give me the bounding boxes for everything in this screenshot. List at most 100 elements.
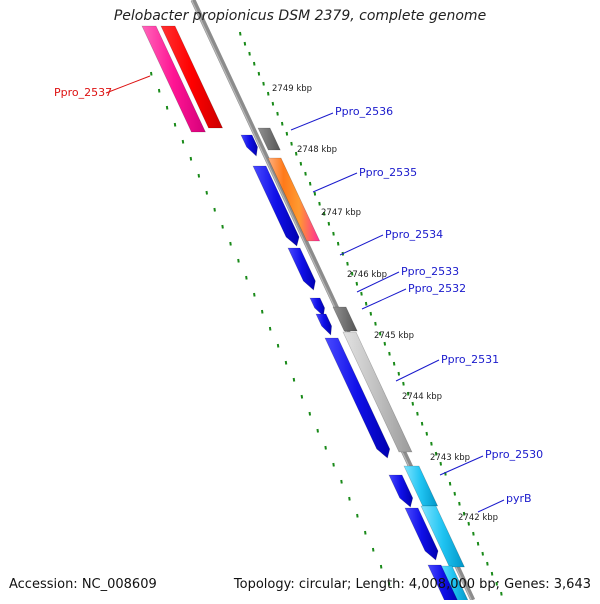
outer-tick [425,431,429,436]
kbp-marker: 2742 kbp [458,513,498,523]
inner-tick [308,411,312,416]
kbp-marker: 2749 kbp [272,84,312,94]
gene-label: Ppro_2530 [485,448,543,461]
outer-tick [397,371,401,376]
inner-tick [332,462,335,467]
outer-tick [322,211,326,216]
inner-tick [348,496,351,501]
kbp-marker: 2744 kbp [402,392,442,402]
gene-label: Ppro_2532 [408,282,466,295]
gene-ppro-2535 [267,157,321,242]
outer-tick [262,81,265,86]
outer-tick [486,561,489,566]
outer-tick [458,501,461,506]
outer-tick [378,331,382,336]
outer-tick [285,131,289,136]
genome-summary: Topology: circular; Length: 4,008,000 bp… [233,577,591,592]
gene-label: Ppro_2534 [385,228,443,241]
kbp-marker: 2743 kbp [430,453,470,463]
outer-tick [495,581,498,586]
outer-tick [420,421,424,426]
inner-tick [165,105,169,110]
gene-ppro-2537-red [160,25,224,129]
outer-tick [490,571,494,576]
gene-ppro-2532-a [309,297,325,317]
inner-tick [253,292,256,297]
tick-marks [150,31,503,596]
label-leader-line [439,455,484,476]
inner-tick [340,479,343,484]
outer-tick [252,61,256,66]
outer-tick [276,111,279,116]
gene-label: Ppro_2536 [335,105,393,118]
inner-tick [157,88,161,93]
inner-tick [181,139,185,144]
kbp-markers: 2749 kbp 2748 kbp 2747 kbp 2746 kbp 2745 kbp… [272,84,498,523]
gene-pyrb [420,505,465,568]
label-leader-line [312,172,358,193]
outer-tick [355,281,359,286]
gene-label: Ppro_2537 [54,86,112,99]
gene-ppro-2530-blue [388,474,414,508]
inner-tick [364,530,367,535]
outer-tick [257,71,261,76]
gene-ppro-2534 [252,165,300,247]
outer-tick [304,171,307,176]
gene-label: pyrB [506,492,532,505]
label-leader-line [290,112,334,131]
kbp-marker: 2747 kbp [321,208,361,218]
genome-title: Pelobacter propionicus DSM 2379, complet… [113,8,487,24]
outer-tick [439,461,442,466]
label-leader-line [361,288,407,310]
outer-tick [364,301,368,306]
inner-tick [205,190,208,195]
outer-tick [271,101,275,106]
outer-tick [327,221,331,226]
inner-tick [371,547,375,552]
outer-tick [472,531,475,536]
gene-label: Ppro_2531 [441,353,499,366]
gene-ppro-2531-blue [324,337,391,459]
outer-tick [280,121,284,126]
outer-tick [290,141,293,146]
inner-tick [324,445,327,450]
inner-tick [221,224,224,229]
gene-ppro-2532-b [315,313,332,336]
outer-tick [481,551,484,556]
inner-tick [292,377,296,382]
outer-tick [416,411,419,416]
inner-tick [197,173,201,178]
outer-tick [383,341,387,346]
gene-ppro-2536 [240,134,258,157]
outer-tick [406,391,410,396]
outer-tick [388,351,391,356]
inner-tick [379,564,383,569]
inner-tick [387,581,391,586]
gene-pyrb-blue [404,507,439,561]
outer-tick [266,91,270,96]
inner-tick [213,207,216,212]
outer-tick [476,541,480,546]
inner-tick [229,241,232,246]
inner-tick [300,394,304,399]
label-leader-line [105,75,151,94]
outer-tick [402,381,405,386]
outer-tick [374,321,377,326]
inner-tick [284,360,288,365]
inner-tick [268,326,272,331]
outer-tick [448,481,452,486]
inner-tick [276,343,280,348]
gene-label: Ppro_2535 [359,166,417,179]
outer-tick [308,181,312,186]
outer-tick [313,191,317,196]
outer-tick [500,591,503,596]
outer-tick [294,151,298,156]
outer-tick [453,491,456,496]
gene-labels: Ppro_2537 Ppro_2536 Ppro_2535 Ppro_2534 Ppro… [54,75,543,513]
outer-tick [467,521,470,526]
accession-label: Accession: NC_008609 [9,577,157,592]
inner-tick [237,258,240,263]
gene-ppro-2530 [403,465,439,507]
